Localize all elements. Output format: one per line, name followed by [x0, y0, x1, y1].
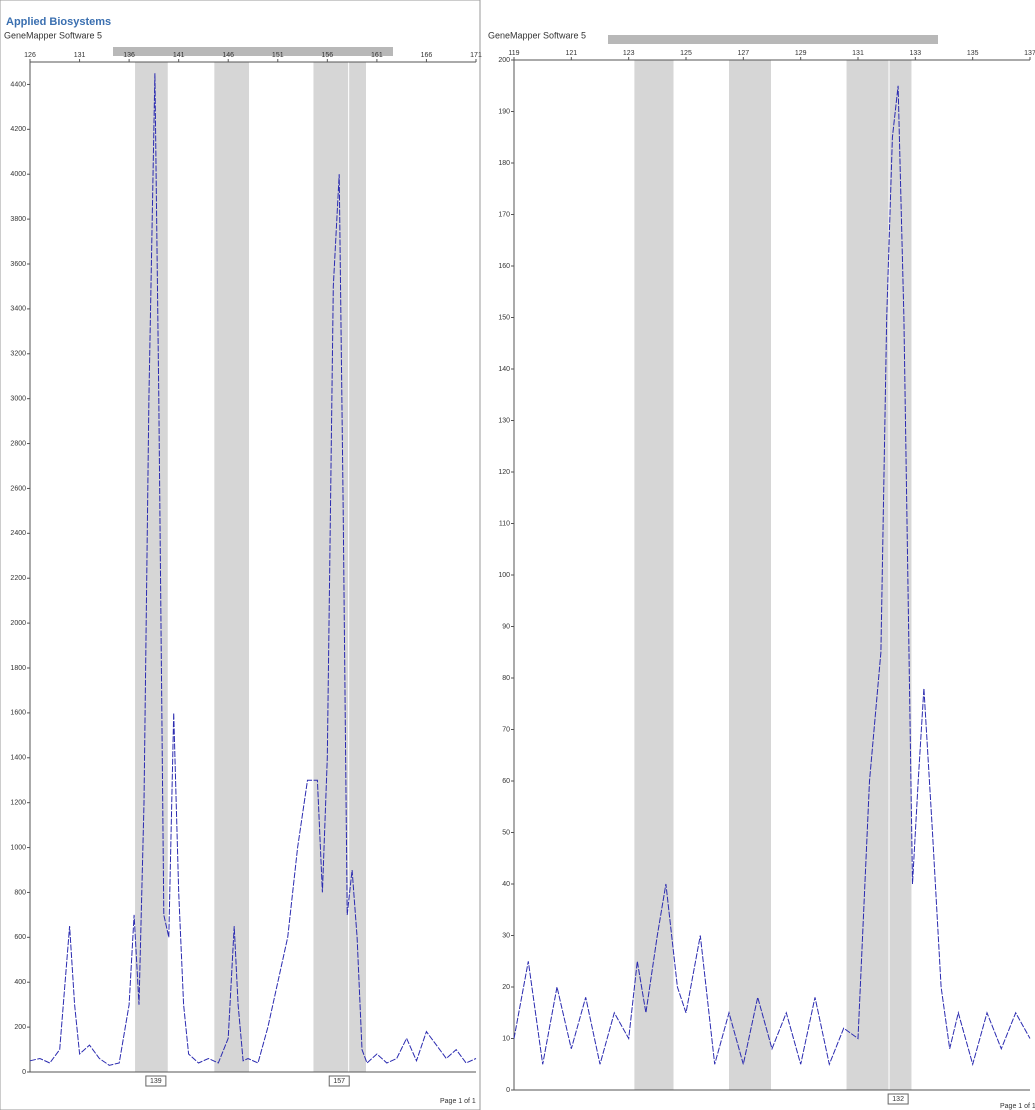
allele-box	[145, 1075, 167, 1087]
y-tick-label: 2000	[10, 620, 26, 627]
software-left: GeneMapper Software 5	[4, 30, 102, 40]
y-tick-label: 2200	[10, 575, 26, 582]
y-tick-label: 4400	[10, 81, 26, 88]
trace	[29, 73, 477, 1066]
y-tick-label: 3400	[10, 306, 26, 313]
y-tick-label: 90	[502, 623, 510, 630]
x-tick-label: 151	[272, 52, 284, 59]
x-tick-label: 127	[737, 50, 749, 57]
y-tick-label: 2800	[10, 440, 26, 447]
marker-bar	[608, 35, 938, 44]
y-tick-label: 80	[502, 675, 510, 682]
y-tick-label: 1200	[10, 800, 26, 807]
y-tick-label: 30	[502, 932, 510, 939]
y-tick-label: 160	[498, 263, 510, 270]
x-tick-label: 156	[321, 52, 333, 59]
y-tick-label: 20	[502, 984, 510, 991]
y-tick-label: 3800	[10, 216, 26, 223]
bin	[889, 60, 912, 1090]
y-tick-label: 0	[506, 1087, 510, 1094]
x-tick-label: 146	[222, 52, 234, 59]
trace	[513, 85, 1031, 1067]
x-tick-label: 141	[173, 52, 185, 59]
bin	[313, 62, 349, 1072]
x-tick-label: 129	[795, 50, 807, 57]
y-tick-label: 200	[14, 1024, 26, 1031]
page-number: Page 1 of 1	[1000, 1103, 1035, 1110]
y-tick-label: 1000	[10, 844, 26, 851]
y-tick-label: 4200	[10, 126, 26, 133]
x-tick-label: 166	[421, 52, 433, 59]
brand: Applied Biosystems	[6, 16, 111, 28]
allele-box	[887, 1093, 909, 1105]
y-tick-label: 50	[502, 829, 510, 836]
y-tick-label: 150	[498, 314, 510, 321]
y-tick-label: 2400	[10, 530, 26, 537]
x-tick-label: 123	[623, 50, 635, 57]
y-tick-label: 3600	[10, 261, 26, 268]
x-tick-label: 126	[24, 52, 36, 59]
y-tick-label: 130	[498, 417, 510, 424]
x-tick-label: 136	[123, 52, 135, 59]
y-tick-label: 1800	[10, 665, 26, 672]
y-tick-label: 400	[14, 979, 26, 986]
y-tick-label: 2600	[10, 485, 26, 492]
y-tick-label: 60	[502, 778, 510, 785]
allele-box	[328, 1075, 350, 1087]
y-tick-label: 180	[498, 160, 510, 167]
x-tick-label: 137	[1024, 50, 1035, 57]
y-tick-label: 190	[498, 108, 510, 115]
y-tick-label: 120	[498, 469, 510, 476]
x-tick-label: 133	[909, 50, 921, 57]
x-tick-label: 125	[680, 50, 692, 57]
x-tick-label: 171	[470, 52, 482, 59]
y-tick-label: 10	[502, 1035, 510, 1042]
allele-label: 132	[892, 1096, 904, 1103]
page-number: Page 1 of 1	[440, 1098, 476, 1105]
bin	[846, 60, 889, 1090]
software-right: GeneMapper Software 5	[488, 30, 586, 40]
y-tick-label: 200	[498, 57, 510, 64]
marker-bar	[113, 47, 393, 56]
y-tick-label: 40	[502, 881, 510, 888]
bin	[634, 60, 674, 1090]
x-tick-label: 121	[565, 50, 577, 57]
bin	[729, 60, 771, 1090]
x-tick-label: 131	[74, 52, 86, 59]
bin	[214, 62, 250, 1072]
x-tick-label: 161	[371, 52, 383, 59]
x-tick-label: 119	[508, 50, 519, 57]
y-tick-label: 1600	[10, 710, 26, 717]
y-tick-label: 100	[498, 572, 510, 579]
y-tick-label: 1400	[10, 755, 26, 762]
y-tick-label: 800	[14, 889, 26, 896]
y-tick-label: 170	[498, 211, 510, 218]
bin	[349, 62, 366, 1072]
y-tick-label: 0	[22, 1069, 26, 1076]
y-tick-label: 140	[498, 366, 510, 373]
x-tick-label: 135	[967, 50, 979, 57]
y-tick-label: 600	[14, 934, 26, 941]
x-tick-label: 131	[852, 50, 864, 57]
bin	[135, 62, 168, 1072]
y-tick-label: 70	[502, 726, 510, 733]
y-tick-label: 4000	[10, 171, 26, 178]
y-tick-label: 110	[499, 520, 510, 527]
y-tick-label: 3200	[10, 351, 26, 358]
allele-label: 139	[150, 1078, 162, 1085]
allele-label: 157	[333, 1078, 345, 1085]
y-tick-label: 3000	[10, 396, 26, 403]
